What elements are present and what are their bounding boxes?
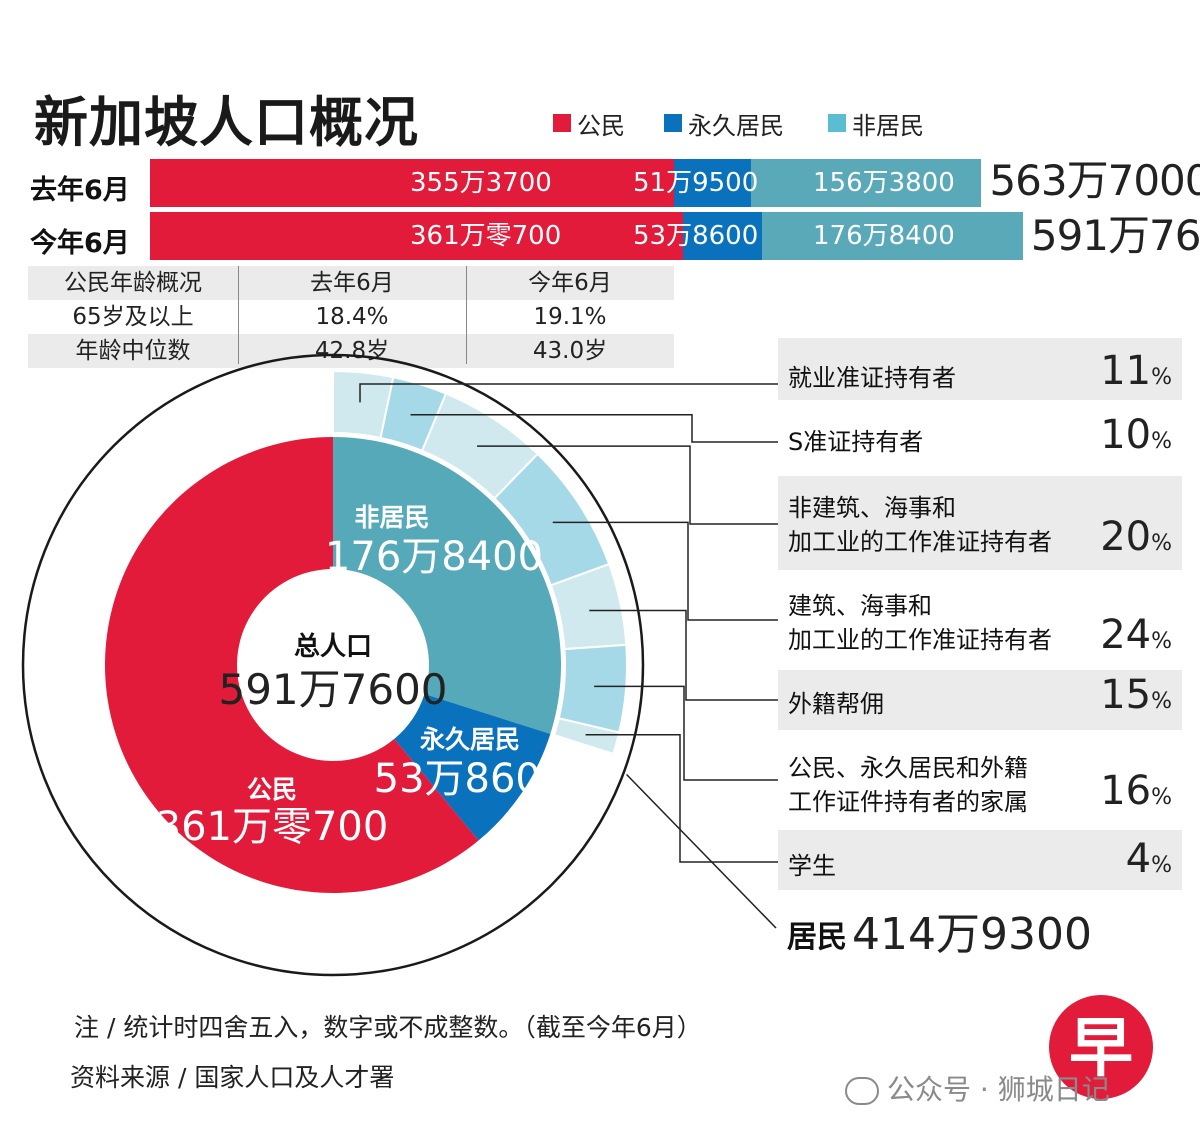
legend-swatch-pr [664, 114, 682, 132]
leader-line-6 [594, 685, 780, 781]
source-credit: 资料来源 / 国家人口及人才署 [70, 1063, 395, 1092]
age-table-header-cell: 今年6月 [528, 270, 612, 296]
legend-item-pr: 永久居民 [664, 108, 784, 140]
donut-slice-citizens [105, 437, 479, 893]
breakdown-label: 加工业的工作准证持有者 [788, 528, 1052, 556]
breakdown-item-work-permit-cmp: 建筑、海事和 加工业的工作准证持有者 24% [778, 578, 1182, 664]
bar-value-nonresidents-last-year: 156万3800 [813, 168, 955, 198]
bar-total-this-year: 591万7600 [1030, 211, 1200, 260]
leader-line-2 [410, 413, 780, 443]
age-table-header-cell: 公民年龄概况 [64, 270, 202, 296]
legend-label-citizens: 公民 [577, 111, 625, 140]
leader-line-4 [552, 521, 780, 621]
donut-label-nonresidents: 非居民 [354, 503, 429, 532]
breakdown-pct: 10% [1100, 412, 1172, 458]
citizen-age-table: 公民年龄概况 去年6月 今年6月 65岁及以上 18.4% 19.1% 年龄中位… [28, 266, 674, 368]
bar-value-citizens-this-year: 361万零700 [410, 221, 562, 251]
donut-label-citizens: 公民 [247, 775, 297, 804]
bar-value-pr-this-year: 53万8600 [633, 221, 759, 251]
bar-pr-last-year [674, 159, 751, 207]
leader-line-1 [359, 383, 780, 403]
donut-center-value: 591万7600 [218, 665, 447, 714]
bar-value-citizens-last-year: 355万3700 [410, 168, 552, 198]
breakdown-label: 就业准证持有者 [788, 364, 956, 392]
age-table-cell: 43.0岁 [532, 338, 608, 364]
legend-item-nonresidents: 非居民 [828, 108, 924, 140]
donut-slice-pr [394, 693, 551, 841]
age-table-cell: 65岁及以上 [72, 304, 194, 330]
breakdown-label: 非建筑、海事和 [788, 494, 956, 522]
age-table-cell: 19.1% [533, 304, 607, 330]
bar-citizens-this-year [150, 212, 683, 260]
wechat-icon [845, 1077, 879, 1105]
legend-swatch-nonresidents [828, 114, 846, 132]
breakdown-item-employment-pass: 就业准证持有者 11% [778, 338, 1182, 400]
age-table-header-cell: 去年6月 [310, 270, 394, 296]
bar-nonresidents-last-year [750, 159, 982, 207]
footnote: 注 / 统计时四舍五入，数字或不成整数。（截至今年6月） [74, 1013, 702, 1042]
age-table-row: 年龄中位数 42.8岁 43.0岁 [28, 334, 674, 368]
legend-item-citizens: 公民 [553, 108, 625, 140]
zaobao-logo: 早 [1049, 995, 1153, 1099]
age-table-row: 65岁及以上 18.4% 19.1% [28, 300, 674, 334]
donut-center-label: 总人口 [294, 632, 372, 662]
leader-line-3 [477, 445, 780, 525]
breakdown-item-domestic-workers: 外籍帮佣 15% [778, 670, 1182, 730]
ring-slice-6 [557, 643, 628, 734]
breakdown-label: 工作证件持有者的家属 [788, 788, 1028, 816]
ring-slice-7 [552, 717, 621, 756]
bar-value-nonresidents-this-year: 176万8400 [813, 221, 955, 251]
bar-pr-this-year [682, 212, 763, 260]
leader-line-resident [626, 773, 777, 929]
watermark: 公众号 · 狮城日记 [845, 1068, 1110, 1108]
bar-value-pr-last-year: 51万9500 [633, 168, 759, 198]
breakdown-label: 公民、永久居民和外籍 [788, 754, 1028, 782]
age-table-cell: 42.8岁 [314, 338, 390, 364]
donut-outer-outline [21, 353, 645, 977]
breakdown-pct: 24% [1100, 612, 1172, 658]
age-table-divider [238, 266, 239, 364]
breakdown-pct: 16% [1100, 768, 1172, 814]
donut-value-nonresidents: 176万8400 [325, 534, 543, 580]
legend-swatch-citizens [553, 114, 571, 132]
donut-value-pr: 53万8600 [374, 756, 567, 802]
breakdown-label: 加工业的工作准证持有者 [788, 626, 1052, 654]
watermark-text: 公众号 · 狮城日记 [887, 1073, 1110, 1106]
donut-value-citizens: 361万零700 [156, 804, 389, 850]
breakdown-pct: 4% [1125, 836, 1172, 882]
breakdown-item-dependants: 公民、永久居民和外籍 工作证件持有者的家属 16% [778, 738, 1182, 822]
legend-label-pr: 永久居民 [688, 111, 784, 140]
resident-label: 居民 [787, 920, 847, 955]
bar-citizens-last-year [150, 159, 675, 207]
age-table-cell: 年龄中位数 [75, 338, 191, 364]
logo-circle [1049, 995, 1153, 1099]
breakdown-label: 外籍帮佣 [788, 690, 884, 718]
legend-label-nonresidents: 非居民 [852, 111, 924, 140]
bar-label-this-year: 今年6月 [30, 228, 130, 259]
breakdown-item-s-pass: S准证持有者 10% [778, 408, 1182, 470]
breakdown-item-work-permit-non-cmp: 非建筑、海事和 加工业的工作准证持有者 20% [778, 476, 1182, 570]
leader-line-5 [589, 609, 780, 701]
chart-title: 新加坡人口概况 [34, 91, 419, 154]
breakdown-label: 建筑、海事和 [788, 592, 932, 620]
breakdown-pct: 11% [1100, 348, 1172, 394]
age-table-divider [466, 266, 467, 364]
breakdown-label: 学生 [788, 852, 836, 880]
age-table-cell: 18.4% [315, 304, 389, 330]
resident-value: 414万9300 [852, 909, 1092, 960]
breakdown-label: S准证持有者 [788, 428, 924, 456]
breakdown-pct: 20% [1100, 514, 1172, 560]
logo-glyph: 早 [1069, 1012, 1133, 1086]
donut-slice-nonresidents [333, 437, 562, 734]
breakdown-item-students: 学生 4% [778, 830, 1182, 890]
bar-total-last-year: 563万7000 [989, 156, 1200, 205]
donut-label-pr: 永久居民 [420, 725, 520, 754]
leader-line-7 [585, 733, 780, 863]
bar-label-last-year: 去年6月 [30, 175, 130, 206]
breakdown-pct: 15% [1100, 672, 1172, 718]
bar-nonresidents-this-year [762, 212, 1023, 260]
age-table-header: 公民年龄概况 去年6月 今年6月 [28, 266, 674, 300]
